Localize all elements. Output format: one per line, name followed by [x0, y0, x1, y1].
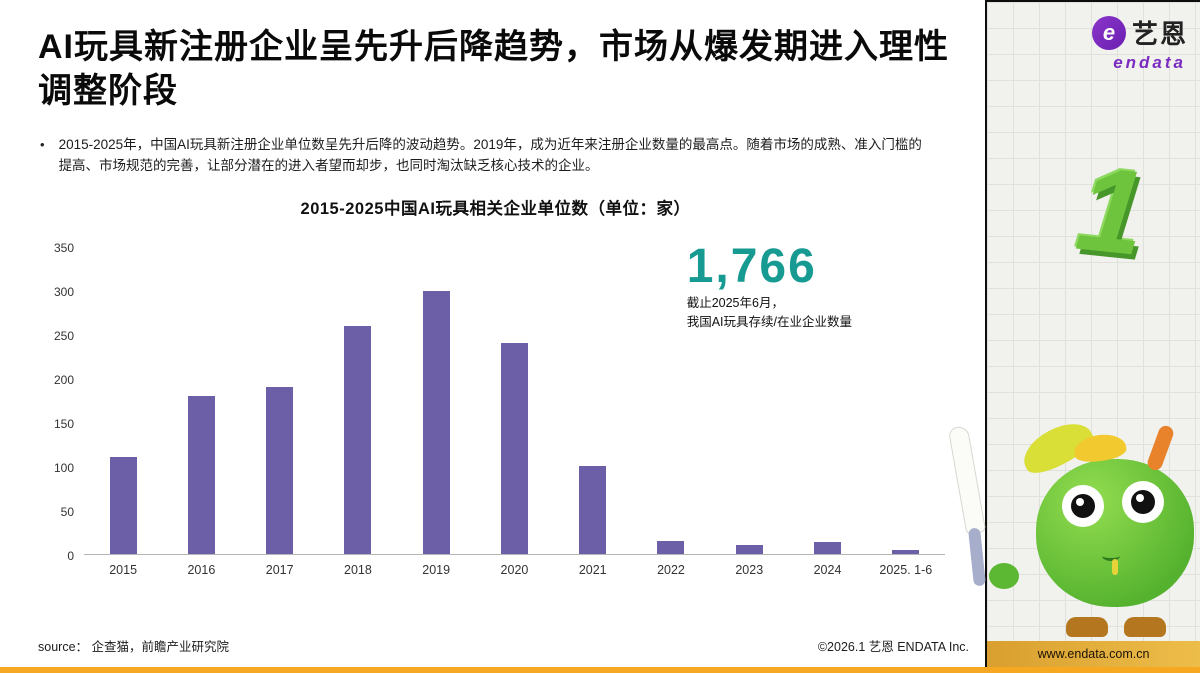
side-panel: e 艺恩 endata 1 www.endat — [947, 0, 1200, 667]
y-tick-label: 100 — [53, 460, 74, 475]
mascot-foot-left — [1066, 617, 1108, 637]
x-tick-label: 2015 — [109, 562, 138, 577]
bar-2022 — [657, 540, 685, 554]
plot-area — [84, 247, 945, 555]
mascot-eye-left — [1062, 485, 1104, 527]
endata-logo-icon: e — [1091, 15, 1126, 50]
bullet-dot: • — [40, 137, 45, 153]
slide-footer: source： 企查猫，前瞻产业研究院 ©2026.1 艺恩 ENDATA In… — [38, 636, 969, 655]
bar-column — [554, 247, 632, 554]
bar-2020 — [500, 343, 528, 554]
bar-column — [162, 247, 240, 554]
website-url: www.endata.com.cn — [987, 641, 1200, 667]
page-number-3d: 1 — [1071, 140, 1152, 282]
bar-column — [710, 247, 788, 554]
logo-row: e 艺恩 — [1091, 14, 1188, 51]
logo-chinese-text: 艺恩 — [1131, 19, 1188, 49]
bar-2015 — [109, 457, 137, 554]
x-tick-label: 2021 — [578, 562, 607, 577]
bar-column — [84, 247, 162, 554]
mascot-drool — [1112, 559, 1118, 575]
y-tick-label: 50 — [60, 504, 74, 519]
x-tick-label: 2024 — [813, 562, 842, 577]
stem-icon — [1145, 423, 1176, 473]
y-tick-label: 300 — [53, 284, 74, 299]
bar-2016 — [187, 396, 215, 554]
x-tick-label: 2019 — [422, 562, 451, 577]
highlight-value: 1,766 — [686, 239, 817, 293]
x-tick-label: 2018 — [344, 562, 372, 577]
y-tick-label: 200 — [53, 372, 74, 387]
bar-2019 — [422, 290, 450, 554]
x-tick-label: 2016 — [187, 562, 216, 577]
x-axis-labels: 2015 2016 2017 2018 2019 2020 2021 2022 2023 2024… — [84, 563, 945, 577]
bar-2017 — [266, 387, 294, 554]
y-tick-label: 0 — [67, 548, 74, 563]
x-tick-label: 2017 — [265, 562, 294, 577]
bullet-point: • 2015-2025年，中国AI玩具新注册企业单位数呈先升后降的波动趋势。20… — [0, 113, 985, 177]
x-tick-label: 2023 — [735, 562, 764, 577]
chart-body: 0 50 100 150 200 250 300 350 2015 2016 2017 2018 20… — [46, 240, 945, 577]
page-title: AI玩具新注册企业呈先升后降趋势，市场从爆发期进入理性调整阶段 — [38, 28, 949, 110]
bar-2023 — [735, 545, 763, 554]
y-tick-label: 350 — [53, 240, 74, 255]
bar-column — [632, 247, 710, 554]
copyright-text: ©2026.1 艺恩 ENDATA Inc. — [817, 640, 969, 654]
bar-2018 — [344, 325, 372, 554]
y-tick-label: 250 — [53, 328, 74, 343]
chart-annotation: 1,766 截止2025年6月， 我国AI玩具存续/在业企业数量 — [687, 239, 852, 333]
source-text: source： 企查猫，前瞻产业研究院 — [38, 640, 229, 654]
bullet-text: 2015-2025年，中国AI玩具新注册企业单位数呈先升后降的波动趋势。2019… — [58, 137, 922, 173]
x-tick-label: 2025. 1-6 — [879, 562, 933, 577]
bar-2024 — [814, 542, 842, 554]
plot-wrap: 2015 2016 2017 2018 2019 2020 2021 2022 2023 2024… — [84, 240, 945, 577]
main-content: AI玩具新注册企业呈先升后降趋势，市场从爆发期进入理性调整阶段 • 2015-2… — [0, 28, 985, 655]
bar-column — [475, 247, 553, 554]
x-tick-label: 2022 — [657, 562, 685, 577]
annotation-line-2: 我国AI玩具存续/在业企业数量 — [686, 315, 852, 330]
mascot-eye-right — [1122, 481, 1164, 523]
bar-chart: 2015-2025中国AI玩具相关企业单位数（单位：家） 0 50 100 150 20… — [0, 195, 985, 577]
bar-column — [867, 247, 945, 554]
pupil — [1131, 490, 1155, 514]
bar-2021 — [579, 466, 607, 554]
mascot-mouth — [1102, 551, 1120, 561]
bottom-accent-bar — [0, 667, 1200, 673]
chart-title: 2015-2025中国AI玩具相关企业单位数（单位：家） — [300, 199, 691, 218]
y-axis: 0 50 100 150 200 250 300 350 — [46, 241, 84, 563]
bar-column — [788, 247, 866, 554]
x-tick-label: 2020 — [500, 562, 529, 577]
bar-2025. 1-6 — [892, 549, 920, 554]
logo-english-text: endata — [1113, 53, 1186, 72]
mascot-body — [1015, 413, 1194, 607]
eye-glint — [1076, 498, 1084, 506]
annotation-line-1: 截止2025年6月， — [686, 295, 784, 310]
apple-mascot — [947, 391, 1200, 641]
palette-knife-icon — [947, 425, 987, 587]
endata-logo: e 艺恩 endata — [1091, 14, 1188, 73]
bar-column — [319, 247, 397, 554]
pupil — [1071, 494, 1095, 518]
y-tick-label: 150 — [53, 416, 74, 431]
eye-glint — [1136, 494, 1144, 502]
mascot-hand — [989, 563, 1019, 589]
mascot-foot-right — [1124, 617, 1166, 637]
bar-column — [397, 247, 475, 554]
bar-column — [241, 247, 319, 554]
